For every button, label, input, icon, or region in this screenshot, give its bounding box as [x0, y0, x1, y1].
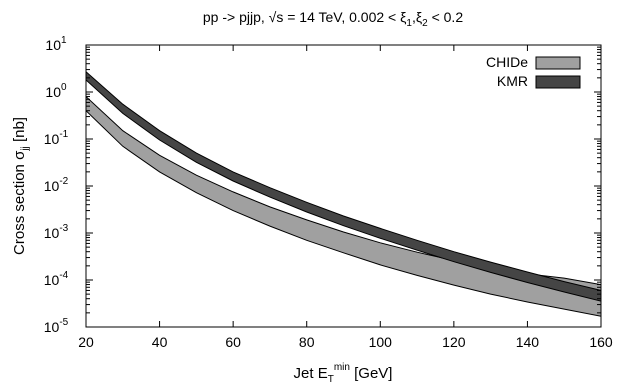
title-sub-1: 1	[406, 18, 412, 29]
x-axis-title-tail: [GeV]	[350, 365, 393, 382]
x-tick-label: 120	[442, 334, 466, 350]
y-axis-title-sub: jj	[20, 146, 31, 151]
y-tick-label: 10-5	[44, 317, 69, 335]
legend: CHIDe KMR	[486, 54, 581, 89]
legend-label-chide: CHIDe	[486, 54, 528, 70]
chart-title: pp -> pjjp, √s = 14 TeV, 0.002 < ξ1,ξ2 <…	[203, 9, 463, 29]
x-tick-label: 80	[299, 334, 315, 350]
plot-frame	[85, 44, 602, 328]
x-axis-title-main: Jet E	[294, 365, 328, 382]
x-tick-label: 100	[369, 334, 393, 350]
band-chide	[86, 95, 601, 317]
y-tick-label: 10-2	[44, 176, 69, 194]
y-axis-title-main: Cross section σ	[11, 150, 28, 255]
legend-swatch-chide	[535, 56, 581, 70]
title-main: pp -> pjjp, √s = 14 TeV, 0.002 < ξ	[203, 9, 407, 25]
y-tick-label: 10-1	[44, 129, 69, 147]
x-axis-title-sub: T	[328, 374, 334, 385]
y-tick-label: 10-3	[44, 223, 69, 241]
x-tick-label: 60	[225, 334, 241, 350]
bands-group	[86, 71, 601, 317]
y-tick-label: 101	[45, 35, 67, 53]
band-kmr	[86, 71, 601, 302]
y-axis-title: Cross section σjj [nb]	[11, 117, 31, 255]
x-tick-label: 20	[78, 334, 94, 350]
title-tail: < 0.2	[428, 9, 464, 25]
legend-swatch-kmr	[535, 75, 581, 89]
x-tick-label: 160	[589, 334, 613, 350]
title-sub-2: 2	[422, 18, 428, 29]
y-tick-label: 100	[45, 82, 67, 100]
x-axis-title-sup: min	[334, 362, 350, 373]
x-axis-title: Jet ETmin [GeV]	[294, 362, 393, 385]
ticks-group: 20 40 60 80 100 120 140 160 10-5 10-4 10-3 10-2 10-1…	[44, 35, 613, 350]
y-tick-label: 10-4	[44, 270, 69, 288]
x-tick-label: 140	[516, 334, 540, 350]
y-axis-title-tail: [nb]	[11, 117, 28, 146]
x-tick-label: 40	[152, 334, 168, 350]
legend-label-kmr: KMR	[497, 73, 528, 89]
title-mid: ,ξ	[412, 9, 422, 25]
